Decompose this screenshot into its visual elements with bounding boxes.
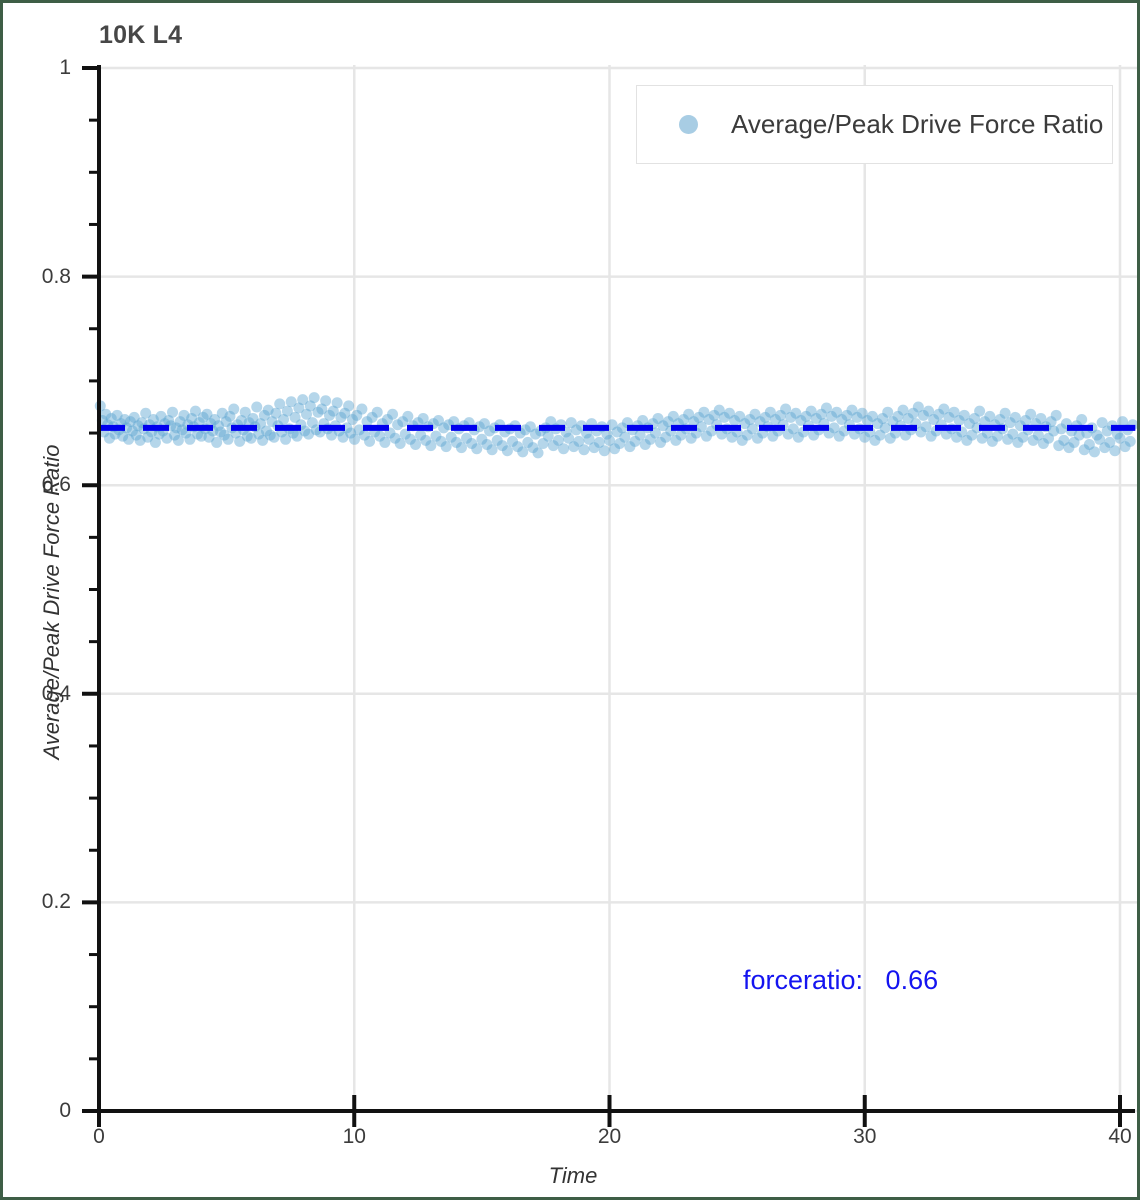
- axis-lines: [97, 65, 1135, 1113]
- y-tick-label: 0.2: [41, 890, 71, 914]
- y-tick-label: 0.8: [41, 264, 71, 288]
- y-tick-label: 1: [59, 56, 71, 79]
- x-tick-label: 40: [1108, 1125, 1132, 1148]
- x-tick-label: 0: [93, 1125, 105, 1148]
- legend[interactable]: Average/Peak Drive Force Ratio: [636, 85, 1113, 164]
- x-axis-title: Time: [548, 1163, 598, 1188]
- x-tick-label: 20: [597, 1125, 622, 1148]
- y-axis-title: Average/Peak Drive Force Ratio: [39, 444, 64, 760]
- axis-major-ticks: [97, 1095, 1122, 1127]
- scatter-plot-canvas: [82, 65, 1137, 1127]
- y-tick-label: 0.4: [41, 681, 71, 705]
- x-tick-label: 30: [853, 1125, 877, 1148]
- legend-item-label: Average/Peak Drive Force Ratio: [731, 109, 1104, 139]
- forceratio-annotation: forceratio: 0.66: [743, 965, 939, 995]
- y-tick-label: 0.6: [41, 473, 71, 497]
- y-minor-ticks: [82, 66, 99, 1113]
- legend-marker-icon: [679, 115, 698, 134]
- x-tick-label: 10: [342, 1125, 366, 1148]
- gridlines: [99, 65, 1137, 1113]
- page-title: 10K L4: [99, 21, 183, 49]
- y-tick-label: 0: [59, 1099, 71, 1122]
